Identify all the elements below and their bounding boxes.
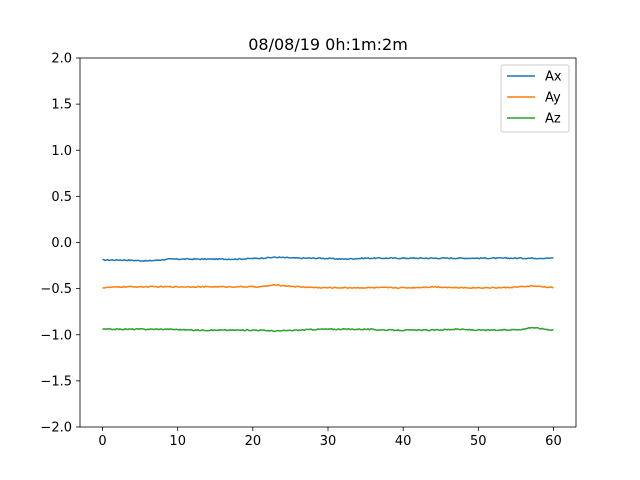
series-line-ay [102,283,554,289]
y-tick-label: 1.5 [51,98,72,113]
series-line-ax [102,256,554,263]
legend-label-az: Az [545,112,561,127]
legend: Ax Ay Az [500,64,570,133]
legend-label-ax: Ax [545,70,562,85]
y-tick-label: 1.0 [51,144,72,159]
y-tick-label: −2.0 [40,421,72,436]
y-tick-label: 0.5 [51,190,72,205]
y-tick-label: 0.0 [51,236,72,251]
x-tick-label: 60 [545,434,562,449]
axes: 0 10 20 30 40 50 60 −2.0 −1.5 −1.0 −0.5 0.0 0.5 1.0 1.… [40,52,577,449]
plot-lines [102,256,554,333]
y-tick-label: −0.5 [40,282,72,297]
y-tick-label: −1.0 [40,328,72,343]
chart-title: 08/08/19 0h:1m:2m [248,35,408,54]
legend-label-ay: Ay [545,91,561,106]
x-tick-label: 50 [470,434,487,449]
legend-box [500,64,570,133]
x-tick-label: 10 [169,434,186,449]
x-tick-label: 30 [320,434,337,449]
x-tick-label: 20 [245,434,262,449]
x-tick-label: 40 [395,434,412,449]
y-tick-label: −1.5 [40,374,72,389]
x-tick-label: 0 [98,434,106,449]
y-tick-label: 2.0 [51,52,72,67]
series-line-az [102,326,554,333]
